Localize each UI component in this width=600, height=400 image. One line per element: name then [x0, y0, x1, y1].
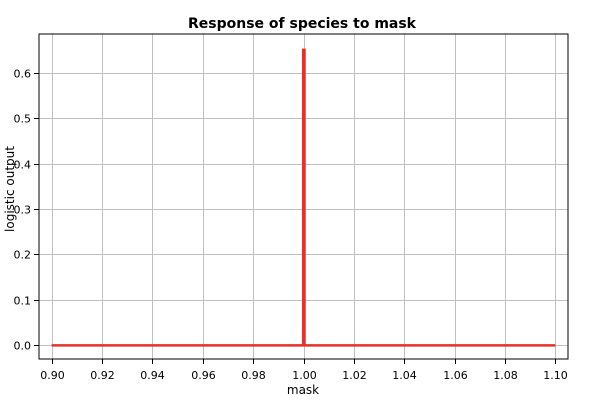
x-tick-label: 1.04	[392, 369, 417, 382]
x-tick-label: 1.00	[292, 369, 317, 382]
y-tick-label: 0.0	[14, 340, 32, 353]
x-tick-label: 0.90	[40, 369, 65, 382]
y-tick-label: 0.5	[14, 113, 32, 126]
y-tick-label: 0.4	[14, 159, 32, 172]
series-line-0	[51, 48, 556, 347]
x-tick-label: 0.94	[140, 369, 165, 382]
y-tick-label: 0.3	[14, 204, 32, 217]
y-tick-label: 0.1	[14, 295, 32, 308]
tick-labels: 0.90 0.92 0.94 0.96 0.98 1.00 1.02 1.04 1.06 1.08…	[14, 68, 568, 383]
plot-frame	[38, 33, 569, 360]
x-tick-label: 1.06	[443, 369, 468, 382]
y-tick-label: 0.6	[14, 68, 32, 81]
axis-ticks	[34, 73, 556, 364]
y-tick-label: 0.2	[14, 249, 32, 262]
x-tick-label: 0.96	[191, 369, 216, 382]
x-tick-label: 0.98	[241, 369, 266, 382]
x-tick-label: 1.02	[342, 369, 367, 382]
x-tick-label: 1.08	[493, 369, 518, 382]
x-tick-label: 0.92	[90, 369, 115, 382]
y-axis-label: logistic output	[3, 146, 17, 232]
chart-title: Response of species to mask	[188, 16, 417, 32]
series-layer	[51, 48, 556, 347]
x-tick-label: 1.10	[543, 369, 568, 382]
x-axis-label: mask	[287, 383, 319, 397]
